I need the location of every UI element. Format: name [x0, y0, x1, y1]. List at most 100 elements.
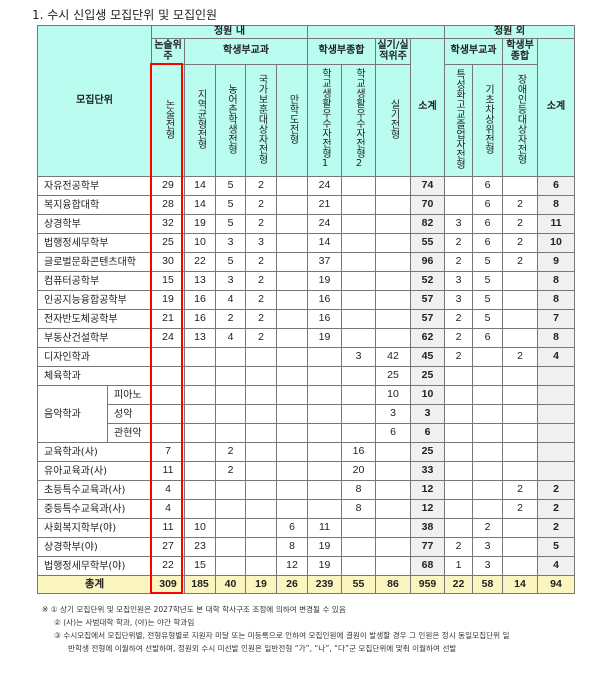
value-cell — [341, 556, 376, 576]
header-col-label: 특성화고교졸업자전형 — [453, 68, 465, 169]
value-cell — [341, 214, 376, 234]
subtotal-cell: 5 — [537, 537, 575, 557]
value-cell: 19 — [307, 556, 342, 576]
value-cell — [502, 518, 538, 538]
value-cell — [276, 176, 308, 196]
subtotal-cell — [537, 404, 575, 424]
value-cell: 10 — [375, 385, 411, 405]
table-row: 음악학과 피아노 10 10 — [37, 385, 575, 443]
value-cell — [341, 233, 376, 253]
value-cell — [375, 176, 411, 196]
header-col: 학교생활우수자전형1 — [307, 64, 342, 177]
value-cell: 3 — [444, 290, 473, 310]
subtotal-cell: 96 — [410, 252, 445, 272]
table-row: 체육학과 25 25 — [37, 366, 575, 386]
value-cell — [151, 423, 185, 443]
subtotal-cell: 12 — [410, 499, 445, 519]
value-cell: 4 — [215, 290, 246, 310]
value-cell: 13 — [184, 271, 216, 291]
value-cell — [184, 499, 216, 519]
value-cell — [245, 423, 277, 443]
value-cell — [341, 366, 376, 386]
subtotal-cell: 62 — [410, 328, 445, 348]
table-row: 사회복지학부(야) 11 10 6 11 38 2 2 — [37, 518, 575, 538]
note-2: ② (사)는 사범대학 학과, (야)는 야간 학과임 — [54, 618, 195, 627]
value-cell: 2 — [245, 214, 277, 234]
value-cell — [151, 347, 185, 367]
unit-name: 중등특수교육과(사) — [37, 499, 152, 519]
value-cell: 7 — [151, 442, 185, 462]
value-cell — [444, 385, 473, 405]
value-cell: 21 — [151, 309, 185, 329]
value-cell — [184, 480, 216, 500]
value-cell — [375, 328, 411, 348]
value-cell — [307, 385, 342, 405]
value-cell — [245, 518, 277, 538]
value-cell — [502, 404, 538, 424]
subtotal-cell: 82 — [410, 214, 445, 234]
value-cell — [245, 385, 277, 405]
value-cell — [341, 328, 376, 348]
value-cell: 8 — [276, 537, 308, 557]
unit-name: 상경학부 — [37, 214, 152, 234]
value-cell — [215, 556, 246, 576]
value-cell: 58 — [472, 575, 503, 594]
header-essay: 논술위주 — [151, 38, 185, 65]
value-cell — [245, 404, 277, 424]
value-cell — [276, 290, 308, 310]
value-cell — [444, 518, 473, 538]
value-cell: 24 — [307, 214, 342, 234]
total-row: 총계 309 185 40 19 26 239 55 86 959 22 58 14 94 — [37, 575, 575, 594]
value-cell — [375, 233, 411, 253]
value-cell — [215, 423, 246, 443]
subtotal-cell: 94 — [537, 575, 575, 594]
subtotal-cell: 10 — [537, 233, 575, 253]
value-cell: 3 — [375, 404, 411, 424]
value-cell — [276, 214, 308, 234]
header-col-label: 학교생활우수자전형2 — [353, 68, 365, 170]
subtotal-cell: 10 — [410, 385, 445, 405]
value-cell — [472, 499, 503, 519]
value-cell: 14 — [184, 176, 216, 196]
value-cell — [307, 404, 342, 424]
value-cell — [245, 347, 277, 367]
value-cell — [444, 480, 473, 500]
value-cell: 19 — [307, 271, 342, 291]
value-cell — [375, 556, 411, 576]
subtotal-cell: 25 — [410, 442, 445, 462]
value-cell — [375, 499, 411, 519]
header-col-label: 농어촌학생전형 — [225, 83, 237, 154]
value-cell: 2 — [502, 214, 538, 234]
value-cell: 16 — [184, 290, 216, 310]
value-cell — [151, 385, 185, 405]
value-cell: 185 — [184, 575, 216, 594]
value-cell: 3 — [215, 271, 246, 291]
value-cell — [276, 442, 308, 462]
table-row: 초등특수교육과(사) 4 8 12 2 2 — [37, 480, 575, 500]
value-cell — [215, 347, 246, 367]
unit-name: 사회복지학부(야) — [37, 518, 152, 538]
value-cell: 19 — [307, 328, 342, 348]
value-cell: 15 — [184, 556, 216, 576]
value-cell: 27 — [151, 537, 185, 557]
header-blank — [307, 25, 445, 39]
value-cell: 6 — [472, 176, 503, 196]
header-col: 농어촌학생전형 — [215, 64, 246, 177]
value-cell: 2 — [502, 233, 538, 253]
header-record-comprehensive: 학생부종합 — [307, 38, 376, 65]
value-cell: 12 — [276, 556, 308, 576]
value-cell — [375, 195, 411, 215]
value-cell — [276, 385, 308, 405]
value-cell — [341, 252, 376, 272]
value-cell — [276, 366, 308, 386]
value-cell — [245, 499, 277, 519]
value-cell: 6 — [472, 328, 503, 348]
value-cell — [245, 480, 277, 500]
value-cell: 40 — [215, 575, 246, 594]
value-cell — [472, 461, 503, 481]
value-cell — [472, 385, 503, 405]
unit-name: 자유전공학부 — [37, 176, 152, 196]
unit-name: 초등특수교육과(사) — [37, 480, 152, 500]
value-cell — [307, 461, 342, 481]
subtotal-cell — [537, 423, 575, 443]
